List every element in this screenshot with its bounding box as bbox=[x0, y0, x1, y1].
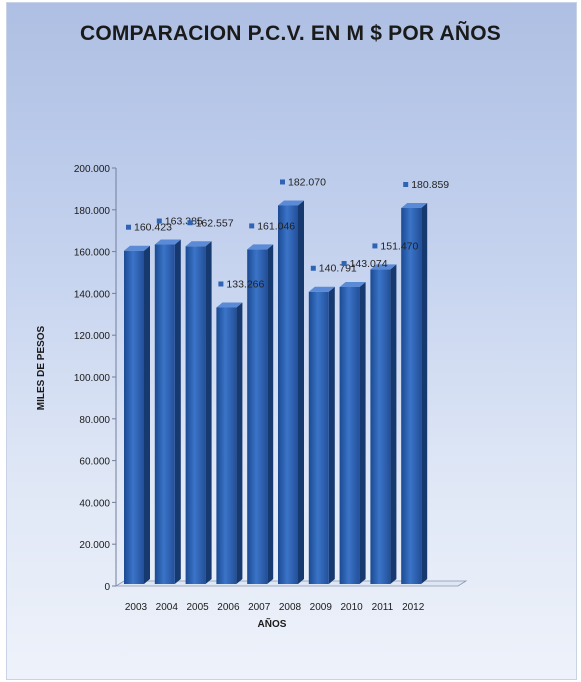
data-label-marker bbox=[403, 182, 409, 188]
bar-front bbox=[247, 249, 268, 584]
bar-top bbox=[124, 245, 150, 251]
bar-2010 bbox=[339, 281, 366, 584]
y-tick-label: 100.000 bbox=[74, 373, 111, 384]
y-tick-label: 40.000 bbox=[79, 498, 110, 509]
data-label-text: 143.074 bbox=[350, 258, 388, 270]
chart-title: COMPARACION P.C.V. EN M $ POR AÑOS bbox=[79, 22, 502, 45]
bar-top bbox=[401, 203, 428, 209]
x-tick-label: 2008 bbox=[279, 602, 302, 613]
data-label-marker bbox=[341, 260, 347, 266]
data-label: 180.859 bbox=[403, 179, 449, 191]
bar-top bbox=[308, 286, 335, 292]
bar-side bbox=[421, 203, 428, 584]
y-tick-label: 180.000 bbox=[74, 206, 111, 217]
data-label-text: 133.266 bbox=[226, 278, 264, 290]
data-label-marker bbox=[187, 220, 193, 226]
y-axis-title: MILES DE PESOS bbox=[36, 325, 47, 410]
y-tick-label: 140.000 bbox=[74, 289, 111, 300]
x-axis-title: AÑOS bbox=[258, 617, 287, 630]
x-tick-label: 2004 bbox=[156, 602, 179, 613]
bar-front bbox=[401, 208, 422, 584]
bar-side bbox=[298, 200, 304, 584]
data-label-text: 182.070 bbox=[288, 176, 326, 188]
data-label: 160.423 bbox=[126, 222, 172, 234]
data-label: 133.266 bbox=[218, 278, 265, 290]
x-tick-label: 2009 bbox=[310, 602, 333, 613]
bar-front bbox=[278, 205, 298, 584]
x-tick-label: 2003 bbox=[125, 602, 148, 613]
bar-2006 bbox=[216, 302, 243, 584]
y-tick-label: 0 bbox=[104, 582, 110, 593]
bar-top bbox=[216, 302, 243, 308]
y-tick-label: 120.000 bbox=[74, 331, 111, 342]
x-tick-label: 2006 bbox=[217, 602, 240, 613]
bar-front bbox=[308, 291, 329, 584]
data-label-marker bbox=[249, 223, 255, 229]
x-tick-label: 2012 bbox=[402, 602, 425, 613]
bar-side bbox=[328, 286, 335, 584]
data-label-marker bbox=[126, 224, 131, 230]
x-tick-label: 2005 bbox=[186, 602, 209, 613]
bar-top bbox=[154, 239, 181, 245]
data-label: 161.046 bbox=[249, 220, 295, 232]
data-label-marker bbox=[310, 265, 316, 271]
bar-2008 bbox=[278, 200, 304, 584]
data-label: 143.074 bbox=[341, 258, 388, 270]
bar-side bbox=[390, 264, 397, 584]
data-label: 140.791 bbox=[310, 263, 357, 275]
data-label: 182.070 bbox=[280, 176, 326, 188]
bar-front bbox=[124, 250, 144, 584]
bar-side bbox=[174, 239, 181, 585]
y-tick-label: 80.000 bbox=[79, 415, 110, 426]
data-label: 162.557 bbox=[187, 217, 234, 229]
bar-top bbox=[370, 264, 397, 270]
data-label-marker bbox=[156, 218, 162, 224]
data-label-text: 140.791 bbox=[319, 263, 357, 275]
y-tick-label: 160.000 bbox=[74, 248, 111, 259]
bar-side bbox=[267, 244, 274, 584]
bar-front bbox=[185, 246, 206, 585]
data-label-text: 162.557 bbox=[196, 217, 234, 229]
data-label-marker bbox=[218, 281, 224, 287]
bar-2004 bbox=[154, 239, 181, 585]
bar-front bbox=[154, 244, 175, 585]
y-tick-label: 60.000 bbox=[79, 457, 110, 468]
x-tick-label: 2011 bbox=[372, 602, 394, 613]
bar-side bbox=[205, 241, 212, 585]
bar-side bbox=[144, 245, 150, 584]
bar-top bbox=[247, 244, 274, 250]
data-label-text: 151.470 bbox=[380, 240, 418, 252]
bar-top bbox=[339, 281, 366, 287]
y-tick-label: 200.000 bbox=[74, 164, 111, 175]
data-label-marker bbox=[280, 179, 285, 185]
bar-2003 bbox=[124, 245, 150, 584]
bar-top bbox=[185, 241, 212, 247]
bar-2005 bbox=[185, 241, 212, 585]
bar-front bbox=[216, 307, 237, 584]
y-tick-label: 20.000 bbox=[79, 540, 110, 551]
bar-front bbox=[339, 286, 360, 584]
data-label-text: 161.046 bbox=[257, 220, 295, 232]
bar-front bbox=[370, 269, 391, 584]
bar-2011 bbox=[370, 264, 397, 584]
bar-side bbox=[236, 302, 243, 584]
bar-side bbox=[359, 281, 366, 584]
bar-2012 bbox=[401, 203, 428, 584]
data-label-text: 160.423 bbox=[134, 222, 172, 234]
data-label: 163.385 bbox=[156, 216, 203, 228]
data-label-text: 163.385 bbox=[165, 216, 203, 228]
data-label: 151.470 bbox=[372, 240, 419, 252]
x-tick-label: 2010 bbox=[340, 602, 363, 613]
bar-2009 bbox=[308, 286, 335, 584]
data-label-text: 180.859 bbox=[411, 179, 449, 191]
bar-2007 bbox=[247, 244, 274, 584]
x-tick-label: 2007 bbox=[248, 602, 271, 613]
data-label-marker bbox=[372, 243, 378, 249]
bar-top bbox=[278, 200, 304, 206]
